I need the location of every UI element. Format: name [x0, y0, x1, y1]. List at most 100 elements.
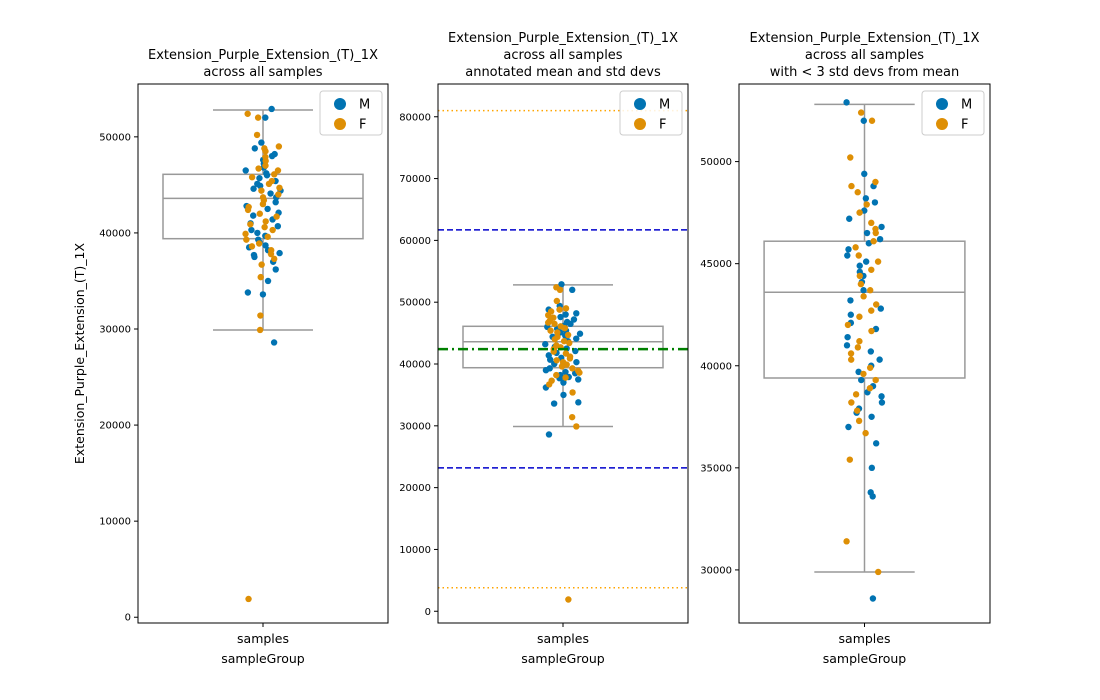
point-M — [860, 287, 867, 294]
legend-marker-F — [936, 118, 948, 130]
x-tick-label: samples — [237, 631, 289, 646]
point-F — [271, 171, 278, 178]
point-F — [267, 250, 275, 258]
point-M — [845, 246, 852, 253]
point-M — [843, 99, 850, 106]
point-F — [275, 143, 283, 150]
point-M — [567, 320, 574, 328]
point-M — [264, 205, 271, 213]
point-F — [856, 338, 863, 345]
point-F — [868, 117, 876, 124]
point-F — [248, 243, 256, 250]
point-M — [248, 226, 255, 234]
point-F — [269, 226, 276, 234]
point-F — [875, 568, 882, 576]
point-F — [264, 233, 271, 240]
point-M — [878, 399, 886, 406]
y-tick-label: 30000 — [700, 565, 732, 576]
point-F — [256, 326, 264, 334]
panel-2: 0 10000 20000 30000 40000 50000 60000 70000 8000… — [399, 31, 689, 666]
point-F — [844, 321, 852, 329]
point-M — [869, 595, 877, 602]
point-F — [847, 350, 855, 357]
point-M — [844, 252, 851, 259]
legend: MF — [619, 90, 683, 136]
point-F — [566, 355, 574, 362]
point-M — [276, 249, 283, 257]
iqr-box — [763, 240, 966, 379]
x-tick-label: samples — [537, 631, 589, 646]
point-F — [255, 165, 262, 172]
point-F — [564, 331, 572, 339]
point-F — [872, 178, 879, 186]
chart-title-line: across all samples — [805, 48, 924, 63]
point-F — [568, 413, 576, 421]
point-F — [847, 356, 855, 363]
legend-label-M: M — [659, 98, 670, 113]
chart-title-line: annotated mean and std devs — [465, 65, 661, 80]
point-F — [857, 280, 865, 288]
legend-frame — [319, 90, 383, 136]
legend: MF — [319, 90, 383, 136]
point-F — [872, 376, 879, 384]
point-F — [261, 223, 268, 231]
point-F — [873, 301, 880, 308]
x-tick-label: samples — [839, 631, 891, 646]
point-F — [262, 218, 269, 225]
point-F — [857, 109, 865, 116]
point-F — [259, 200, 267, 208]
point-F — [860, 293, 867, 300]
point-F — [558, 363, 566, 370]
point-F — [565, 596, 572, 603]
point-F — [265, 180, 273, 188]
point-F — [257, 273, 264, 281]
point-M — [576, 330, 584, 337]
point-F — [255, 240, 263, 247]
plot-area — [162, 105, 364, 603]
point-M — [867, 348, 875, 355]
chart-title-line: Extension_Purple_Extension_(T)_1X — [148, 48, 378, 63]
legend-marker-F — [334, 118, 346, 130]
point-M — [878, 393, 885, 400]
point-M — [542, 366, 550, 374]
point-F — [553, 371, 560, 379]
point-M — [547, 356, 554, 363]
point-F — [256, 210, 263, 217]
point-F — [254, 114, 262, 121]
point-M — [856, 262, 863, 269]
point-F — [562, 374, 569, 381]
y-tick-label: 50000 — [399, 298, 431, 309]
point-M — [274, 222, 282, 230]
point-M — [847, 297, 854, 304]
point-F — [843, 538, 850, 545]
point-F — [561, 324, 569, 332]
y-tick-label: 60000 — [399, 236, 431, 247]
point-M — [575, 376, 582, 383]
point-M — [573, 310, 580, 317]
legend-marker-F — [634, 118, 646, 130]
point-M — [865, 240, 873, 247]
panel-1: 0 10000 20000 30000 40000 50000 samples sampleG… — [72, 48, 389, 666]
point-F — [860, 370, 867, 378]
point-M — [251, 253, 258, 261]
point-F — [855, 252, 862, 259]
point-M — [562, 311, 569, 318]
y-tick-label: 30000 — [399, 421, 431, 432]
point-F — [271, 255, 278, 263]
point-M — [846, 215, 853, 222]
point-M — [262, 242, 269, 249]
point-M — [263, 172, 271, 179]
y-tick-label: 40000 — [99, 228, 131, 239]
point-M — [861, 170, 868, 178]
point-F — [560, 337, 568, 345]
point-M — [560, 391, 567, 399]
x-axis-label: sampleGroup — [521, 651, 605, 666]
chart-title-line: Extension_Purple_Extension_(T)_1X — [448, 31, 678, 46]
point-M — [860, 117, 867, 124]
point-M — [272, 266, 279, 273]
y-tick-label: 40000 — [700, 361, 732, 372]
point-M — [844, 333, 851, 341]
point-F — [569, 389, 576, 396]
legend-label-F: F — [961, 118, 968, 133]
y-tick-label: 45000 — [700, 259, 732, 270]
